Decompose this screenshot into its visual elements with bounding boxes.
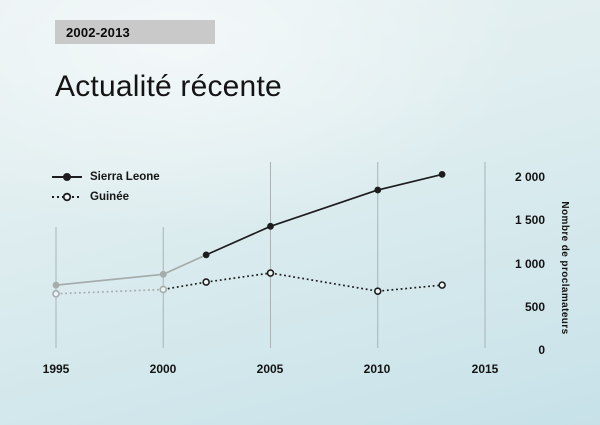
- x-tick-2015: 2015: [471, 362, 499, 376]
- period-badge: 2002-2013: [55, 20, 215, 44]
- legend-label-guinee: Guinée: [90, 191, 129, 203]
- x-tick-2000: 2000: [149, 362, 177, 376]
- solid-line-dot-icon: [52, 173, 82, 181]
- x-tick-2010: 2010: [363, 362, 391, 376]
- y-tick-0: 0: [538, 343, 545, 357]
- period-badge-label: 2002-2013: [66, 24, 130, 40]
- x-tick-2005: 2005: [256, 362, 284, 376]
- legend-label-sierra-leone: Sierra Leone: [90, 171, 160, 183]
- y-axis-title: Nombre de proclamateurs: [559, 201, 570, 335]
- y-tick-1500: 1 500: [514, 213, 545, 227]
- legend-item-guinee: Guinée: [51, 187, 160, 207]
- x-tick-1995: 1995: [42, 362, 70, 376]
- y-tick-1000: 1 000: [514, 257, 545, 271]
- dotted-line-circle-icon: [52, 192, 82, 202]
- legend-item-sierra-leone: Sierra Leone: [51, 167, 160, 187]
- chart-legend: Sierra Leone Guinée: [51, 167, 160, 207]
- y-tick-500: 500: [524, 300, 545, 314]
- page-title: Actualité récente: [55, 70, 282, 103]
- y-tick-2000: 2 000: [514, 170, 545, 184]
